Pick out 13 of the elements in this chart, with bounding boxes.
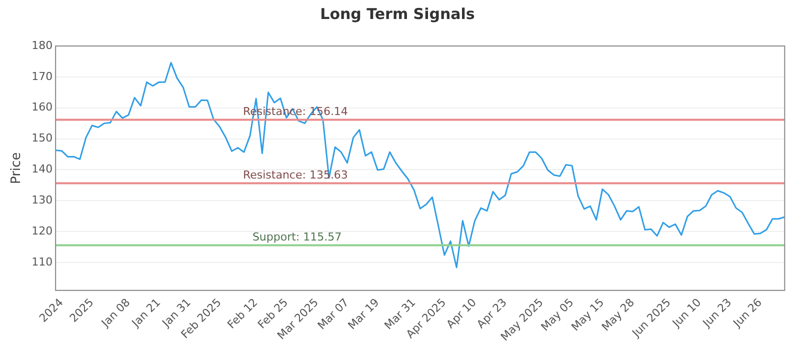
y-tick-label: 110 [32, 255, 53, 268]
y-tick-label: 180 [32, 38, 53, 52]
y-tick-label: 170 [32, 70, 53, 83]
y-tick-label: 160 [32, 100, 53, 114]
y-tick-label: 140 [32, 162, 53, 176]
y-tick-label: 130 [32, 193, 53, 206]
y-tick-label: 120 [32, 224, 53, 238]
ref-line-label: Support: 115.57 [252, 230, 342, 244]
y-axis-title: Price [9, 152, 24, 184]
chart-title: Long Term Signals [320, 4, 475, 23]
x-tick-label: Apr 10 [444, 296, 479, 331]
x-tick-label: Mar 19 [346, 296, 382, 332]
y-tick-label: 150 [32, 132, 53, 145]
